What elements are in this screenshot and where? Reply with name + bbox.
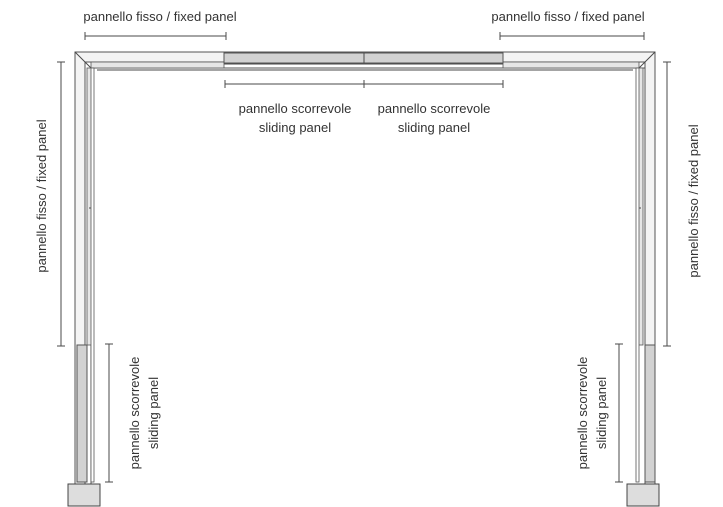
label-top-right: pannello fisso / fixed panel [491, 9, 644, 24]
miter-right [638, 51, 656, 69]
left-base [67, 483, 101, 507]
top-fixed-panel-left [90, 61, 225, 69]
right-base [626, 483, 660, 507]
top-sliding-panel-left [223, 52, 365, 64]
top-sliding-panel-right [363, 52, 504, 64]
right-post-rail [635, 67, 640, 483]
right-sliding-panel [644, 344, 656, 483]
outer-frame [74, 51, 656, 485]
label-right-vertical: pannello fisso / fixed panel [686, 124, 701, 277]
label-left-vertical: pannello fisso / fixed panel [34, 119, 49, 272]
label-right-bottom-line2: sliding panel [594, 377, 609, 449]
left-post-rail [90, 67, 95, 483]
left-sliding-panel [76, 344, 88, 483]
label-center-left-line2: sliding panel [259, 120, 331, 135]
label-center-right-line1: pannello scorrevole [378, 101, 491, 116]
label-center-right-line2: sliding panel [398, 120, 470, 135]
labels: pannello fisso / fixed panel pannello fi… [34, 9, 701, 469]
label-center-left-line1: pannello scorrevole [239, 101, 352, 116]
inner-frame [84, 61, 646, 485]
label-top-left: pannello fisso / fixed panel [83, 9, 236, 24]
top-fixed-panel-right [502, 61, 640, 69]
label-left-bottom-line1: pannello scorrevole [127, 357, 142, 470]
miter-left [74, 51, 92, 69]
label-left-bottom-line2: sliding panel [146, 377, 161, 449]
frame-structure [67, 51, 660, 507]
dimension-lines [57, 32, 671, 483]
label-right-bottom-line1: pannello scorrevole [575, 357, 590, 470]
